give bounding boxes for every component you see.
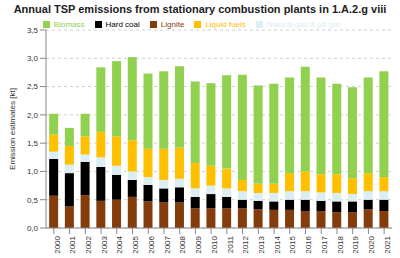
svg-text:3,5: 3,5 [27, 26, 39, 35]
svg-text:2016: 2016 [304, 235, 313, 253]
svg-text:0,0: 0,0 [27, 224, 39, 233]
html-text:Natural gas & pit gas: Natural gas & pit gas [266, 20, 342, 29]
html-text:Biomass: Biomass [53, 20, 85, 29]
svg-text:2020: 2020 [367, 235, 376, 253]
svg-text:2018: 2018 [336, 235, 345, 253]
svg-text:2015: 2015 [288, 235, 297, 253]
svg-text:2019: 2019 [351, 235, 360, 253]
svg-text:2012: 2012 [241, 235, 250, 253]
html-text:Lignite: Lignite [160, 20, 185, 29]
svg-text:2014: 2014 [273, 235, 282, 253]
svg-text:2000: 2000 [53, 235, 62, 253]
html-text:Annual TSP emissions from stat: Annual TSP emissions from stationary com… [13, 3, 387, 15]
html-text:Liquid fuels: Liquid fuels [205, 20, 246, 29]
svg-text:2007: 2007 [163, 235, 172, 253]
svg-text:Emission estimates [kt]: Emission estimates [kt] [8, 88, 17, 170]
svg-text:2021: 2021 [383, 235, 392, 253]
svg-text:2013: 2013 [257, 235, 266, 253]
svg-text:2008: 2008 [178, 235, 187, 253]
svg-text:2017: 2017 [320, 235, 329, 253]
html-text:Hard coal: Hard coal [105, 20, 140, 29]
svg-text:1,0: 1,0 [27, 167, 39, 176]
svg-text:0,5: 0,5 [27, 196, 39, 205]
svg-text:2,5: 2,5 [27, 82, 39, 91]
svg-text:3,0: 3,0 [27, 54, 39, 63]
svg-text:2002: 2002 [84, 235, 93, 253]
svg-text:2010: 2010 [210, 235, 219, 253]
svg-text:1,5: 1,5 [27, 139, 39, 148]
svg-text:2005: 2005 [131, 235, 140, 253]
svg-text:2011: 2011 [226, 235, 235, 253]
svg-text:2003: 2003 [100, 235, 109, 253]
svg-text:2009: 2009 [194, 235, 203, 253]
svg-text:2006: 2006 [147, 235, 156, 253]
svg-text:2004: 2004 [115, 235, 124, 253]
svg-text:2001: 2001 [68, 235, 77, 253]
svg-text:2,0: 2,0 [27, 111, 39, 120]
